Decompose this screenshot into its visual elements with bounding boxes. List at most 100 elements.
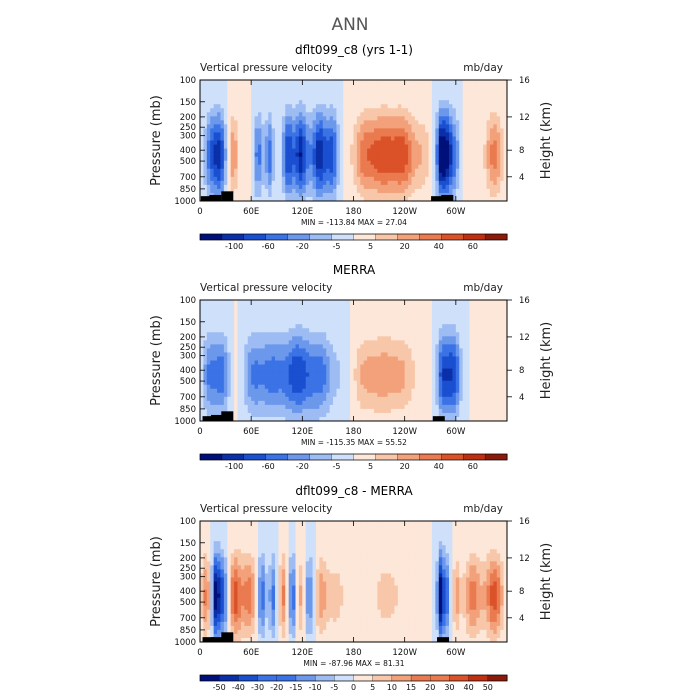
- heatmap-cell: [435, 308, 440, 313]
- heatmap-cell: [302, 320, 307, 325]
- heatmap-cell: [418, 384, 423, 390]
- heatmap-cell: [302, 332, 307, 337]
- heatmap-cell: [322, 400, 327, 406]
- heatmap-cell: [442, 152, 446, 158]
- heatmap-cell: [234, 308, 238, 313]
- heatmap-cell: [315, 188, 320, 194]
- heatmap-cell: [486, 96, 491, 101]
- heatmap-cell: [315, 360, 320, 365]
- heatmap-cell: [421, 352, 426, 357]
- heatmap-cell: [251, 104, 255, 109]
- heatmap-cell: [322, 316, 327, 321]
- heatmap-cell: [244, 400, 249, 406]
- heatmap-cell: [292, 156, 296, 162]
- heatmap-cell: [425, 384, 429, 390]
- heatmap-cell: [302, 168, 307, 174]
- heatmap-cell: [200, 112, 204, 117]
- heatmap-cell: [240, 80, 245, 85]
- heatmap-cell: [319, 196, 324, 202]
- heatmap-cell: [244, 196, 249, 202]
- heatmap-cell: [421, 172, 426, 178]
- heatmap-cell: [373, 92, 378, 97]
- heatmap-cell: [462, 160, 467, 166]
- heatmap-cell: [462, 120, 467, 125]
- heatmap-cell: [254, 116, 259, 121]
- heatmap-cell: [315, 144, 320, 149]
- heatmap-cell: [425, 340, 429, 345]
- heatmap-cell: [343, 192, 348, 198]
- heatmap-cell: [264, 416, 269, 422]
- heatmap-cell: [380, 96, 385, 101]
- heatmap-cell: [363, 388, 368, 394]
- heatmap-cell: [421, 96, 426, 101]
- heatmap-cell: [298, 416, 303, 422]
- heatmap-cell: [435, 184, 440, 190]
- heatmap-cell: [298, 392, 303, 398]
- heatmap-cell: [411, 192, 416, 198]
- heatmap-cell: [431, 96, 436, 101]
- heatmap-cell: [343, 184, 348, 190]
- heatmap-cell: [428, 124, 433, 129]
- heatmap-cell: [397, 100, 402, 105]
- heatmap-cell: [360, 300, 365, 305]
- heatmap-cell: [339, 404, 344, 410]
- heatmap-cell: [353, 336, 358, 341]
- heatmap-cell: [319, 392, 324, 398]
- heatmap-cell: [230, 144, 235, 149]
- heatmap-cell: [315, 180, 320, 186]
- heatmap-cell: [445, 152, 450, 158]
- heatmap-cell: [353, 92, 358, 97]
- heatmap-cell: [387, 96, 392, 101]
- heatmap-cell: [220, 400, 225, 406]
- heatmap-cell: [247, 152, 252, 158]
- heatmap-cell: [343, 340, 348, 345]
- heatmap-cell: [360, 396, 365, 402]
- heatmap-cell: [445, 180, 450, 186]
- heatmap-cell: [404, 188, 409, 194]
- heatmap-cell: [438, 376, 443, 382]
- heatmap-cell: [367, 128, 371, 133]
- heatmap-cell: [387, 336, 392, 341]
- heatmap-cell: [305, 104, 310, 109]
- heatmap-cell: [363, 96, 368, 101]
- heatmap-cell: [489, 196, 494, 202]
- heatmap-cell: [431, 376, 436, 382]
- heatmap-cell: [261, 400, 266, 406]
- heatmap-cell: [363, 156, 368, 162]
- heatmap-cell: [305, 176, 310, 182]
- heatmap-cell: [210, 108, 215, 113]
- heatmap-cell: [288, 416, 293, 422]
- heatmap-cell: [377, 92, 382, 97]
- heatmap-cell: [343, 80, 348, 85]
- heatmap-cell: [288, 176, 293, 182]
- heatmap-cell: [203, 108, 208, 113]
- heatmap-cell: [223, 400, 228, 406]
- heatmap-cell: [411, 140, 416, 145]
- panels-group: dflt099_c8 (yrs 1-1)Vertical pressure ve…: [149, 43, 554, 692]
- colorbar-swatch: [484, 233, 508, 241]
- heatmap-cell: [380, 336, 385, 341]
- heatmap-cell: [343, 416, 348, 422]
- heatmap-cell: [438, 356, 443, 361]
- heatmap-cell: [476, 176, 481, 182]
- heatmap-cell: [322, 184, 327, 190]
- heatmap-cell: [483, 96, 487, 101]
- heatmap-cell: [309, 364, 313, 369]
- heatmap-cell: [459, 124, 464, 129]
- heatmap-cell: [479, 112, 484, 117]
- heatmap-cell: [404, 124, 409, 129]
- heatmap-cell: [319, 300, 324, 305]
- heatmap-cell: [247, 396, 252, 402]
- heatmap-cell: [377, 140, 382, 145]
- heatmap-cell: [302, 180, 307, 186]
- heatmap-cell: [367, 144, 371, 149]
- heatmap-cell: [319, 308, 324, 313]
- heatmap-cell: [288, 180, 293, 186]
- heatmap-cell: [367, 172, 371, 178]
- heatmap-cell: [213, 136, 218, 141]
- heatmap-cell: [373, 120, 378, 125]
- heatmap-cell: [234, 168, 238, 174]
- heatmap-cell: [322, 328, 327, 333]
- heatmap-cell: [319, 368, 324, 373]
- heatmap-cell: [442, 312, 446, 317]
